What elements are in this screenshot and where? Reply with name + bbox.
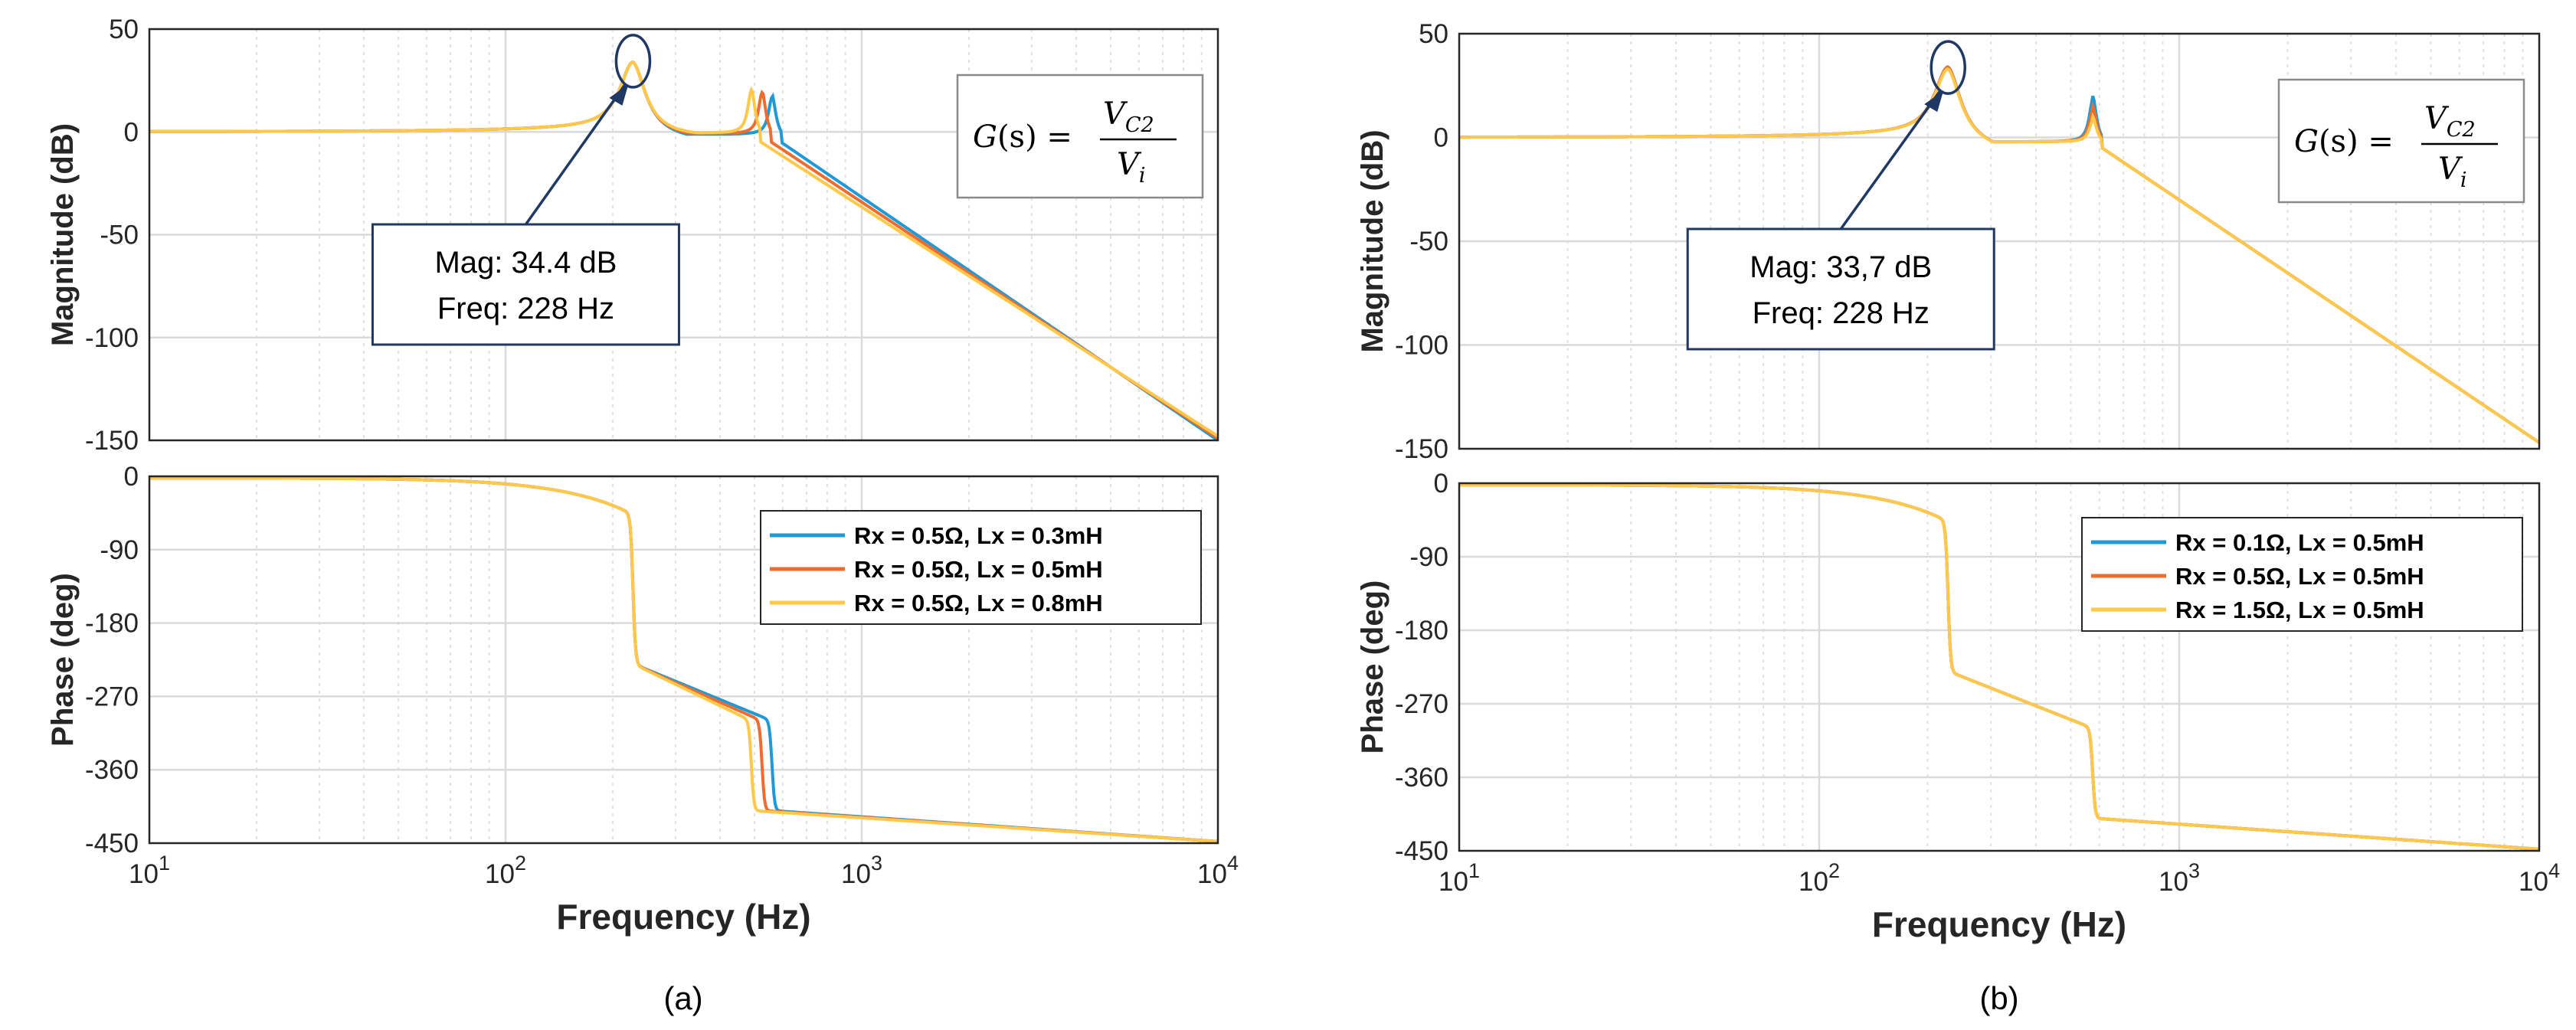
annotation-box [371,223,680,346]
x-tick-label: 102 [1799,859,1840,897]
phase-series-3 [1459,483,2540,851]
phase-ytick-label: -270 [85,682,139,711]
magnitude-ytick-label: 0 [1434,123,1448,153]
peak-marker-ellipse [1930,40,1966,95]
magnitude-ytick-label: 0 [124,117,139,147]
legend-label-1: Rx = 0.5Ω, Lx = 0.3mH [854,522,1103,549]
transfer-function-box [2277,78,2525,204]
phase-ytick-label: -360 [1395,763,1448,793]
annotation-frequency: Freq: 228 Hz [437,292,614,325]
annotation-magnitude: Mag: 33,7 dB [1750,250,1932,284]
magnitude-ytick-label: -100 [85,323,139,353]
x-tick-label: 101 [129,852,170,889]
transfer-function-box [956,74,1204,199]
magnitude-series-3 [1459,67,2541,444]
magnitude-ytick-label: -150 [85,426,139,456]
phase-ytick-label: -450 [1395,836,1448,866]
magnitude-ytick-label: -100 [1395,331,1448,361]
transfer-function-denominator: Vi [1117,147,1146,188]
figure-caption: (b) [1979,980,2018,1016]
magnitude-axes-frame [148,28,1219,442]
legend-label-3: Rx = 0.5Ω, Lx = 0.8mH [854,590,1103,616]
x-tick-label: 103 [2159,859,2200,897]
magnitude-axes-frame [1458,32,2541,450]
phase-ytick-label: -180 [1395,616,1448,646]
annotation-arrow-line [1839,90,1942,231]
phase-ytick-label: -90 [1409,542,1448,572]
x-tick-label: 104 [2519,859,2560,897]
transfer-function-lhs: G(s) = [973,119,1072,155]
annotation-arrow-head [609,83,629,106]
figure-caption: (a) [663,980,702,1016]
phase-ylabel: Phase (deg) [46,573,80,747]
magnitude-ytick-label: -150 [1395,434,1448,464]
annotation-frequency: Freq: 228 Hz [1753,296,1930,330]
legend-label-1: Rx = 0.1Ω, Lx = 0.5mH [2175,529,2424,556]
phase-ytick-label: 0 [1434,469,1448,499]
phase-ytick-label: -450 [85,829,139,858]
x-tick-label: 103 [841,852,882,889]
phase-ytick-label: -270 [1395,689,1448,719]
phase-ytick-label: -90 [100,535,139,565]
magnitude-series-3 [149,60,1219,438]
magnitude-ytick-label: 50 [1419,19,1448,49]
phase-ytick-label: 0 [124,462,139,492]
transfer-function-lhs: G(s) = [2294,124,2394,159]
annotation-arrow-head [1924,90,1944,113]
x-tick-label: 101 [1439,859,1480,897]
magnitude-ylabel: Magnitude (dB) [1356,129,1389,352]
magnitude-ytick-label: 50 [109,15,139,44]
annotation-arrow-line [525,83,627,226]
transfer-function-denominator: Vi [2438,152,2467,192]
x-tick-label: 102 [485,852,526,889]
magnitude-ylabel: Magnitude (dB) [46,123,80,346]
legend-label-2: Rx = 0.5Ω, Lx = 0.5mH [854,556,1103,583]
magnitude-ytick-label: -50 [1409,227,1448,257]
legend-label-3: Rx = 1.5Ω, Lx = 0.5mH [2175,597,2424,623]
phase-axes-frame [1458,482,2541,852]
x-tick-label: 104 [1197,852,1239,889]
annotation-box [1686,227,1995,351]
phase-axes-frame [148,475,1219,845]
transfer-function-numerator: VC2 [1103,96,1154,137]
peak-marker-ellipse [614,34,652,89]
x-axis-label: Frequency (Hz) [1872,904,2126,944]
legend-label-2: Rx = 0.5Ω, Lx = 0.5mH [2175,563,2424,590]
annotation-magnitude: Mag: 34.4 dB [434,246,617,280]
x-axis-label: Frequency (Hz) [556,897,810,937]
transfer-function-numerator: VC2 [2424,101,2476,142]
phase-ylabel: Phase (deg) [1356,580,1389,754]
phase-ytick-label: -360 [85,755,139,785]
magnitude-ytick-label: -50 [100,221,139,250]
phase-ytick-label: -180 [85,609,139,639]
phase-series-3 [149,476,1219,843]
